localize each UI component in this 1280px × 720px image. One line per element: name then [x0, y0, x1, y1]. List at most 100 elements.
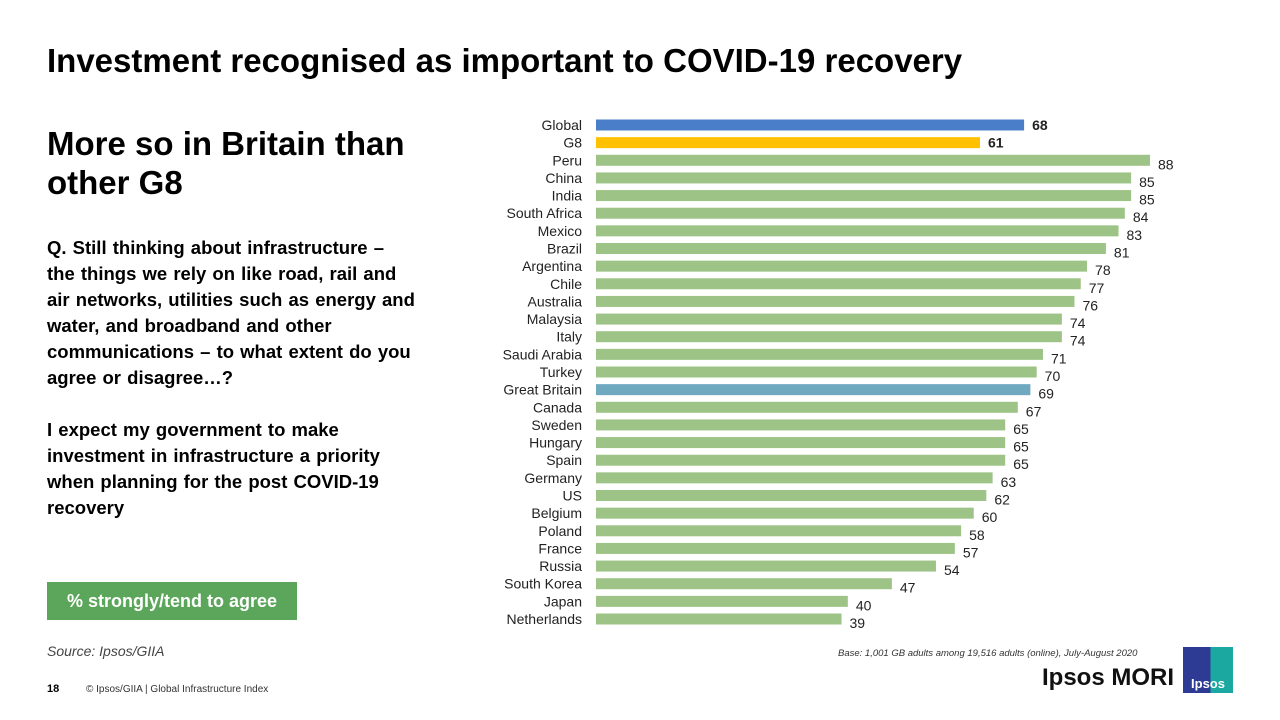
bar-south-africa	[596, 207, 1125, 219]
category-label: Great Britain	[503, 382, 582, 398]
question-text: Q. Still thinking about infrastructure –…	[47, 235, 417, 521]
category-label: Netherlands	[507, 611, 583, 627]
data-label: 76	[1082, 297, 1098, 313]
data-label: 85	[1139, 192, 1155, 208]
base-note: Base: 1,001 GB adults among 19,516 adult…	[838, 648, 1138, 659]
category-label: Peru	[552, 152, 582, 168]
data-label: 39	[850, 615, 866, 631]
bar-saudi-arabia	[596, 348, 1043, 360]
bar-netherlands	[596, 613, 842, 625]
category-label: G8	[563, 135, 582, 151]
data-label: 54	[944, 562, 960, 578]
bar-peru	[596, 154, 1150, 166]
data-label: 78	[1095, 262, 1111, 278]
copyright: © Ipsos/GIIA | Global Infrastructure Ind…	[86, 684, 269, 695]
data-label: 84	[1133, 209, 1149, 225]
category-label: Saudi Arabia	[503, 346, 583, 362]
data-label: 60	[982, 509, 998, 525]
data-label: 77	[1089, 280, 1105, 296]
data-label: 62	[994, 492, 1010, 508]
bar-spain	[596, 454, 1006, 466]
data-label: 40	[856, 597, 872, 613]
bar-italy	[596, 331, 1062, 343]
category-label: Poland	[538, 523, 582, 539]
data-label: 47	[900, 580, 916, 596]
bar-us	[596, 490, 987, 501]
category-label: Malaysia	[527, 311, 582, 327]
data-label: 69	[1038, 386, 1054, 402]
bar-germany	[596, 472, 993, 484]
category-label: Chile	[550, 276, 582, 292]
category-label: Turkey	[540, 364, 582, 380]
bar-great-britain	[596, 384, 1031, 396]
category-label: Sweden	[531, 417, 582, 433]
bar-china	[596, 172, 1132, 184]
data-label: 88	[1158, 156, 1174, 172]
ipsos-logo: Ipsos	[1183, 647, 1233, 693]
bar-turkey	[596, 366, 1037, 378]
question: Q. Still thinking about infrastructure –…	[47, 237, 415, 388]
bar-india	[596, 190, 1132, 202]
bar-hungary	[596, 437, 1006, 449]
category-label: Russia	[539, 558, 582, 574]
category-label: Belgium	[531, 505, 582, 521]
data-label: 67	[1026, 403, 1042, 419]
category-label: France	[538, 540, 582, 556]
data-label: 68	[1032, 117, 1048, 133]
category-label: Argentina	[522, 258, 582, 274]
bar-brazil	[596, 243, 1106, 254]
bar-south-korea	[596, 578, 892, 590]
data-label: 81	[1114, 245, 1130, 261]
source-note: Source: Ipsos/GIIA	[47, 643, 165, 659]
bar-belgium	[596, 507, 974, 519]
bar-france	[596, 542, 955, 554]
data-label: 85	[1139, 174, 1155, 190]
category-label: Canada	[533, 399, 582, 415]
bar-global	[596, 119, 1025, 131]
bar-mexico	[596, 225, 1119, 237]
statement: I expect my government to make investmen…	[47, 419, 380, 518]
data-label: 63	[1001, 474, 1017, 490]
bar-russia	[596, 560, 936, 572]
category-label: Japan	[544, 593, 582, 609]
category-label: Global	[542, 117, 582, 133]
slide-subtitle: More so in Britain than other G8	[47, 125, 405, 201]
data-label: 71	[1051, 350, 1067, 366]
category-label: Germany	[524, 470, 582, 486]
bar-argentina	[596, 260, 1088, 272]
category-label: South Korea	[504, 576, 582, 592]
data-label: 74	[1070, 315, 1086, 331]
bar-poland	[596, 525, 962, 537]
category-label: Mexico	[538, 223, 583, 239]
category-label: US	[563, 488, 582, 504]
category-label: India	[552, 188, 583, 204]
bar-australia	[596, 295, 1075, 307]
data-label: 70	[1045, 368, 1061, 384]
data-label: 65	[1013, 456, 1029, 472]
data-label: 61	[988, 135, 1004, 151]
data-label: 57	[963, 544, 979, 560]
data-label: 58	[969, 527, 985, 543]
bar-japan	[596, 595, 848, 607]
data-label: 65	[1013, 439, 1029, 455]
category-label: Australia	[528, 293, 583, 309]
bar-chile	[596, 278, 1081, 290]
data-label: 83	[1127, 227, 1143, 243]
category-label: Hungary	[529, 435, 582, 451]
page-number: 18	[47, 683, 60, 695]
measure-badge: % strongly/tend to agree	[47, 582, 297, 620]
data-label: 74	[1070, 333, 1086, 349]
slide-title: Investment recognised as important to CO…	[47, 42, 963, 79]
bar-g8	[596, 137, 981, 149]
bar-canada	[596, 401, 1018, 413]
data-label: 65	[1013, 421, 1029, 437]
bar-sweden	[596, 419, 1006, 431]
bar-malaysia	[596, 313, 1062, 325]
brand-name: Ipsos MORI	[1042, 664, 1175, 691]
category-label: South Africa	[507, 205, 583, 221]
category-label: Spain	[546, 452, 582, 468]
category-label: Italy	[556, 329, 582, 345]
category-label: Brazil	[547, 241, 582, 257]
category-label: China	[545, 170, 582, 186]
